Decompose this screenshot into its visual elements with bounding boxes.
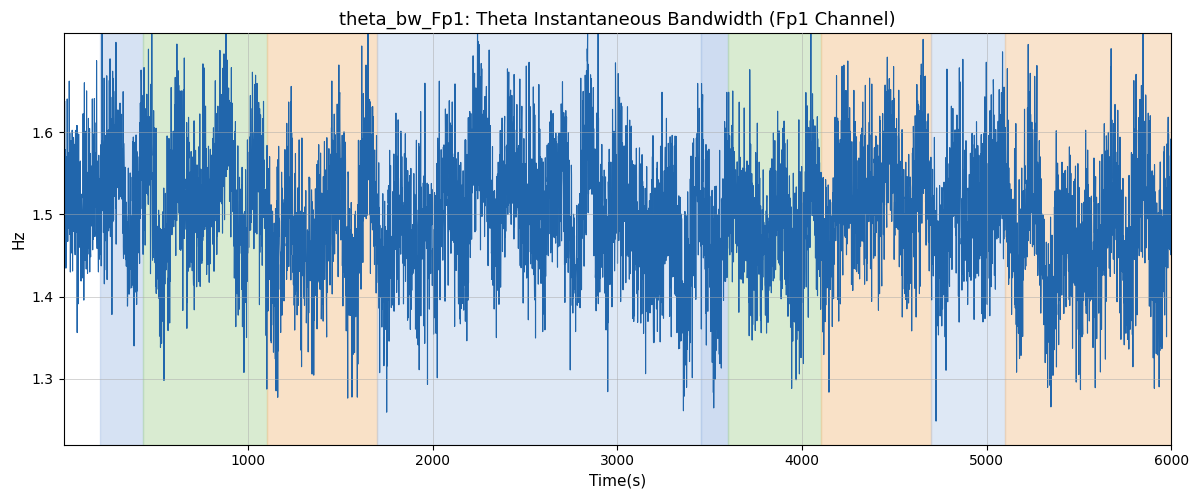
Bar	[1006, 34, 1171, 445]
Title: theta_bw_Fp1: Theta Instantaneous Bandwidth (Fp1 Channel): theta_bw_Fp1: Theta Instantaneous Bandwi…	[340, 11, 895, 30]
X-axis label: Time(s): Time(s)	[589, 474, 646, 489]
Y-axis label: Hz: Hz	[11, 230, 26, 249]
Bar	[821, 34, 931, 445]
Bar	[931, 34, 1006, 445]
Bar	[143, 34, 266, 445]
Bar	[701, 34, 728, 445]
Bar	[101, 34, 143, 445]
Bar	[266, 34, 377, 445]
Bar	[728, 34, 821, 445]
Bar	[377, 34, 701, 445]
